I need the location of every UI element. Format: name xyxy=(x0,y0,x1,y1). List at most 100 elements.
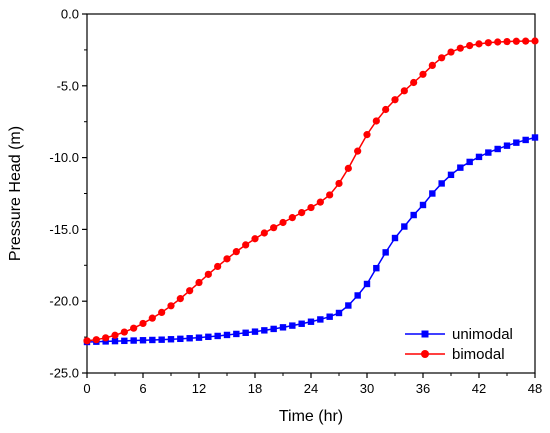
data-point-bimodal xyxy=(363,131,371,139)
data-point-bimodal xyxy=(494,38,502,46)
data-point-unimodal xyxy=(177,335,184,343)
data-point-unimodal xyxy=(158,336,165,343)
legend-marker-unimodal xyxy=(421,330,429,338)
data-point-bimodal xyxy=(130,324,138,332)
data-point-unimodal xyxy=(522,136,529,144)
y-tick-label: -10.0 xyxy=(49,150,79,165)
y-tick-label: -5.0 xyxy=(57,78,79,93)
data-point-unimodal xyxy=(149,336,156,344)
data-point-unimodal xyxy=(195,334,203,341)
data-point-bimodal xyxy=(456,44,464,52)
data-point-bimodal xyxy=(270,224,278,232)
series-unimodal xyxy=(83,134,539,346)
data-point-unimodal xyxy=(475,153,483,161)
data-point-bimodal xyxy=(242,241,250,249)
legend-item-unimodal: unimodal xyxy=(405,326,513,343)
data-point-bimodal xyxy=(335,179,343,188)
data-point-bimodal xyxy=(279,218,287,227)
x-tick-label: 42 xyxy=(472,381,486,396)
data-point-unimodal xyxy=(354,292,361,299)
y-tick-label: -25.0 xyxy=(49,366,79,381)
data-point-bimodal xyxy=(251,235,259,243)
data-point-bimodal xyxy=(344,164,352,172)
x-tick-label: 30 xyxy=(360,381,374,396)
data-point-unimodal xyxy=(513,139,520,146)
series-layer xyxy=(83,37,539,346)
data-point-unimodal xyxy=(429,190,436,197)
data-point-unimodal xyxy=(345,302,352,309)
x-tick-label: 0 xyxy=(83,381,90,396)
legend-label-bimodal: bimodal xyxy=(452,346,505,363)
data-point-bimodal xyxy=(475,40,483,48)
data-point-bimodal xyxy=(158,308,166,317)
data-point-unimodal xyxy=(121,337,128,345)
legend-label-unimodal: unimodal xyxy=(452,326,513,343)
x-axis-title: Time (hr) xyxy=(279,408,343,425)
data-point-unimodal xyxy=(270,325,277,333)
data-point-unimodal xyxy=(298,320,305,327)
series-line-bimodal xyxy=(86,40,536,342)
data-point-bimodal xyxy=(372,117,380,125)
data-point-unimodal xyxy=(251,328,259,335)
data-point-unimodal xyxy=(494,145,501,153)
data-point-unimodal xyxy=(167,336,175,343)
data-point-bimodal xyxy=(102,334,110,342)
data-point-unimodal xyxy=(186,335,193,342)
series-line-unimodal xyxy=(86,136,536,343)
data-point-bimodal xyxy=(167,302,175,310)
data-point-bimodal xyxy=(298,208,306,217)
data-point-bimodal xyxy=(512,37,520,45)
data-point-unimodal xyxy=(233,330,240,338)
data-point-bimodal xyxy=(139,319,147,328)
data-point-bimodal xyxy=(531,37,539,45)
data-point-bimodal xyxy=(410,78,418,87)
y-tick-label: -15.0 xyxy=(49,222,79,237)
data-point-unimodal xyxy=(373,264,380,272)
data-point-bimodal xyxy=(419,70,427,78)
data-point-unimodal xyxy=(410,211,417,219)
data-point-bimodal xyxy=(447,48,455,56)
data-point-unimodal xyxy=(457,164,464,171)
data-point-unimodal xyxy=(503,142,511,149)
data-point-unimodal xyxy=(205,333,212,341)
data-point-bimodal xyxy=(484,39,492,47)
y-axis-title: Pressure Head (m) xyxy=(7,126,24,261)
data-point-bimodal xyxy=(288,214,296,222)
data-point-unimodal xyxy=(419,201,427,209)
x-tick-label: 48 xyxy=(528,381,542,396)
x-tick-label: 12 xyxy=(192,381,206,396)
data-point-bimodal xyxy=(148,314,156,322)
data-point-bimodal xyxy=(223,255,231,263)
data-point-bimodal xyxy=(391,96,399,104)
data-point-bimodal xyxy=(176,295,184,303)
x-tick-label: 36 xyxy=(416,381,430,396)
x-tick-label: 6 xyxy=(139,381,146,396)
data-point-unimodal xyxy=(130,337,137,344)
y-tick-label: 0.0 xyxy=(61,7,79,22)
data-point-bimodal xyxy=(120,328,128,336)
data-point-bimodal xyxy=(307,203,315,212)
data-point-unimodal xyxy=(531,134,539,141)
data-point-unimodal xyxy=(326,313,333,320)
legend: unimodal bimodal xyxy=(405,326,513,363)
x-tick-label: 24 xyxy=(304,381,318,396)
data-point-bimodal xyxy=(428,61,436,70)
data-point-unimodal xyxy=(363,280,371,288)
data-point-unimodal xyxy=(382,249,389,256)
data-point-bimodal xyxy=(326,191,334,199)
data-point-bimodal xyxy=(92,336,100,344)
data-point-unimodal xyxy=(401,223,408,230)
data-point-unimodal xyxy=(111,337,119,345)
data-point-bimodal xyxy=(354,147,362,155)
data-point-unimodal xyxy=(391,234,399,242)
data-point-unimodal xyxy=(307,318,315,325)
x-tick-label: 18 xyxy=(248,381,262,396)
data-point-unimodal xyxy=(279,324,287,331)
series-bimodal xyxy=(83,37,539,345)
data-point-unimodal xyxy=(466,158,473,166)
data-point-unimodal xyxy=(139,337,147,344)
legend-item-bimodal: bimodal xyxy=(405,346,505,363)
data-point-bimodal xyxy=(466,41,474,50)
